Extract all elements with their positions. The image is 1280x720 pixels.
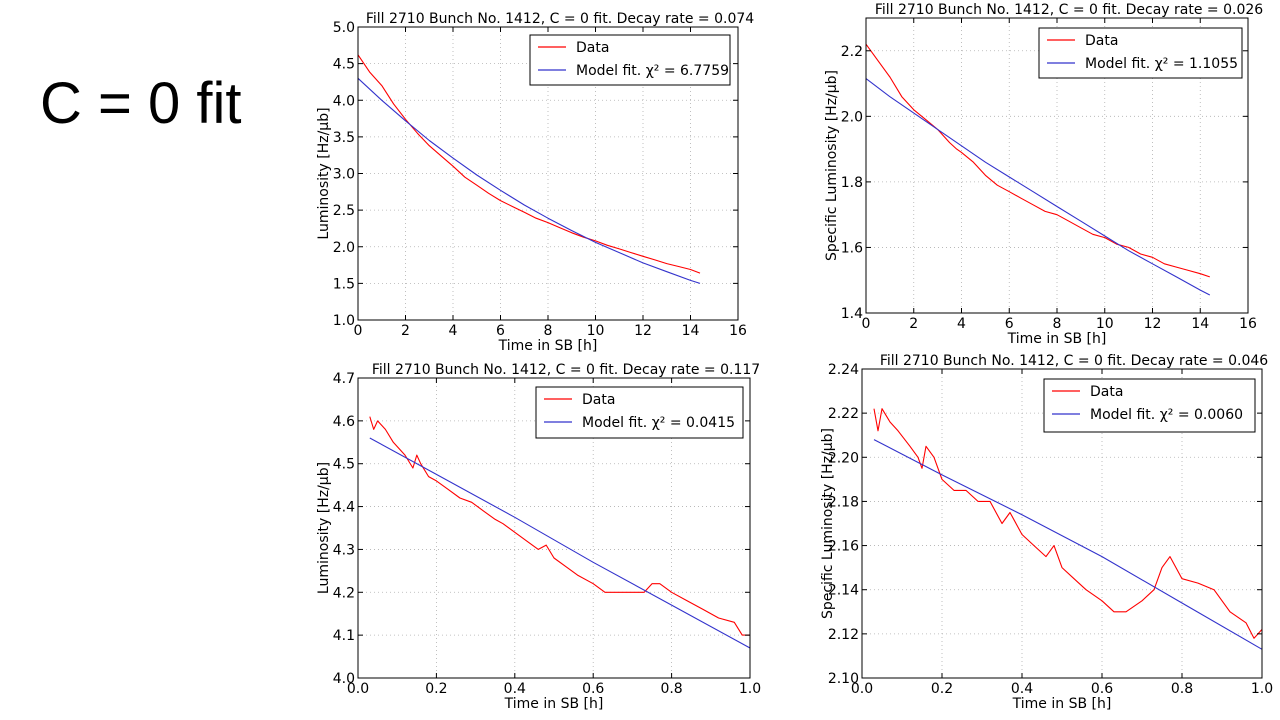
y-tick-label: 1.8 [841,175,863,191]
y-tick-label: 2.10 [828,671,859,687]
y-tick-label: 3.0 [333,167,355,183]
y-tick-label: 2.22 [828,406,859,422]
chart-title: Fill 2710 Bunch No. 1412, C = 0 fit. Dec… [366,11,754,27]
y-tick-label: 2.20 [828,450,859,466]
series-line-data [865,43,1210,278]
plot-frame [357,377,751,679]
x-tick-label: 0.2 [931,681,953,697]
series-line-model [873,439,1263,650]
x-tick-label: 0.8 [660,681,682,697]
x-tick-label: 0.2 [425,681,447,697]
y-tick-label: 1.6 [841,240,863,256]
x-tick-label: 1.0 [739,681,761,697]
legend-box [529,34,731,86]
series-line-model [865,78,1211,296]
x-tick-label: 4 [449,323,458,339]
y-tick-label: 1.4 [841,306,863,322]
x-tick-label: 10 [1096,316,1114,332]
y-tick-label: 4.0 [333,93,355,109]
x-axis-label: Time in SB [h] [1012,696,1112,712]
x-tick-label: 1.0 [1251,681,1273,697]
y-tick-label: 3.5 [333,130,355,146]
y-tick-label: 4.2 [333,585,355,601]
x-tick-label: 0.0 [851,681,873,697]
x-tick-label: 4 [957,316,966,332]
x-axis-label: Time in SB [h] [504,696,604,712]
legend-entry: Data [1085,33,1118,49]
y-tick-label: 4.7 [333,371,355,387]
x-tick-label: 0.0 [347,681,369,697]
legend-entry: Data [576,40,609,56]
x-tick-label: 0.6 [1091,681,1113,697]
x-tick-label: 0 [862,316,871,332]
y-tick-label: 2.24 [828,362,859,378]
x-tick-label: 0.6 [582,681,604,697]
x-tick-label: 2 [401,323,410,339]
series-line-data [357,54,701,274]
x-tick-label: 16 [1239,316,1257,332]
y-tick-label: 2.18 [828,494,859,510]
x-tick-label: 0.4 [504,681,526,697]
x-tick-label: 6 [496,323,505,339]
y-tick-label: 4.6 [333,414,355,430]
x-tick-label: 2 [909,316,918,332]
legend-entry: Model fit. χ² = 0.0415 [582,415,735,431]
x-axis-label: Time in SB [h] [1007,331,1107,347]
x-tick-label: 14 [682,323,700,339]
x-tick-label: 10 [587,323,605,339]
slide-title: C = 0 fit [40,71,242,136]
legend-entry: Data [1090,384,1123,400]
y-tick-label: 4.4 [333,500,355,516]
y-tick-label: 4.3 [333,542,355,558]
x-tick-label: 0.4 [1011,681,1033,697]
y-tick-label: 4.5 [333,457,355,473]
y-tick-label: 2.0 [841,109,863,125]
y-axis-label: Specific Luminosity [Hz/μb] [824,70,840,261]
x-tick-label: 0.8 [1171,681,1193,697]
x-tick-label: 12 [634,323,652,339]
legend-entry: Data [582,392,615,408]
y-tick-label: 4.1 [333,628,355,644]
y-tick-label: 2.2 [841,44,863,60]
legend-entry: Model fit. χ² = 1.1055 [1085,56,1238,72]
x-axis-label: Time in SB [h] [498,338,598,354]
y-tick-label: 2.16 [828,539,859,555]
plot-frame [861,368,1263,679]
chart-title: Fill 2710 Bunch No. 1412, C = 0 fit. Dec… [875,2,1263,18]
y-tick-label: 1.0 [333,313,355,329]
y-axis-label: Luminosity [Hz/μb] [316,462,332,594]
y-tick-label: 4.5 [333,57,355,73]
x-tick-label: 14 [1191,316,1209,332]
y-tick-label: 2.12 [828,627,859,643]
legend-box [1038,27,1243,79]
x-tick-label: 8 [544,323,553,339]
series-line-data [873,408,1263,639]
legend-box [535,386,744,439]
x-tick-label: 6 [1005,316,1014,332]
chart-title: Fill 2710 Bunch No. 1412, C = 0 fit. Dec… [372,362,760,378]
y-axis-label: Specific Luminosity [Hz/μb] [820,428,836,619]
y-tick-label: 5.0 [333,20,355,36]
series-line-model [369,437,751,649]
legend-box [1043,378,1256,433]
legend-entry: Model fit. χ² = 6.7759 [576,63,729,79]
y-tick-label: 2.0 [333,240,355,256]
x-tick-label: 0 [354,323,363,339]
x-tick-label: 12 [1144,316,1162,332]
series-line-model [357,77,701,284]
y-tick-label: 2.5 [333,203,355,219]
chart-title: Fill 2710 Bunch No. 1412, C = 0 fit. Dec… [880,353,1268,369]
y-tick-label: 2.14 [828,583,859,599]
y-axis-label: Luminosity [Hz/μb] [316,107,332,239]
x-tick-label: 8 [1053,316,1062,332]
legend-entry: Model fit. χ² = 0.0060 [1090,407,1243,423]
series-line-data [369,416,750,636]
y-tick-label: 1.5 [333,276,355,292]
x-tick-label: 16 [729,323,747,339]
y-tick-label: 4.0 [333,671,355,687]
